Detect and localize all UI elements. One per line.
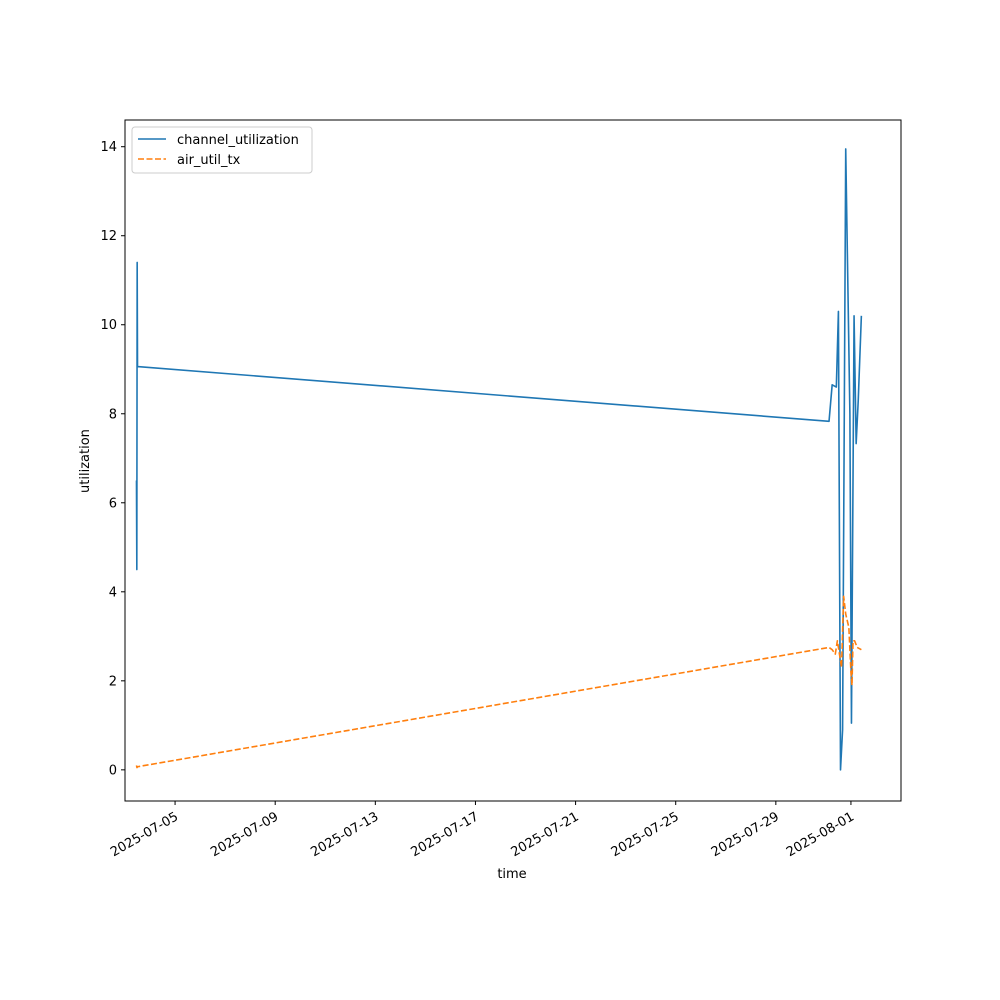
- x-axis: 2025-07-05 2025-07-09 2025-07-13 2025-07-17…: [108, 801, 857, 860]
- x-tick-label: 2025-07-17: [409, 809, 482, 860]
- x-tick-label: 2025-07-21: [509, 809, 582, 860]
- legend-box: [131, 126, 313, 174]
- plot-frame: [124, 119, 902, 802]
- y-tick-label: 8: [109, 407, 117, 422]
- legend: channel_utilization air_util_tx: [131, 126, 313, 174]
- y-tick-label: 4: [109, 585, 117, 600]
- y-tick-label: 0: [109, 763, 117, 778]
- y-tick-label: 6: [109, 496, 117, 511]
- y-tick-label: 14: [100, 140, 117, 155]
- x-tick-label: 2025-07-13: [308, 809, 381, 860]
- y-axis-label: utilization: [78, 429, 93, 493]
- x-axis-label: time: [497, 867, 526, 882]
- y-tick-label: 2: [109, 674, 117, 689]
- y-tick-label: 12: [100, 229, 117, 244]
- x-tick-label: 2025-07-09: [208, 809, 281, 860]
- series-layer: [135, 148, 863, 771]
- series-line-air-util-tx: [135, 595, 862, 769]
- series-line-channel-utilization: [135, 148, 863, 771]
- y-axis: 0 2 4 6 8 10 12 14: [100, 140, 125, 778]
- legend-label-channel-utilization: channel_utilization: [177, 133, 299, 148]
- x-tick-label: 2025-07-29: [709, 809, 782, 860]
- x-tick-label: 2025-07-25: [609, 809, 682, 860]
- x-tick-label: 2025-08-01: [784, 809, 857, 860]
- y-tick-label: 10: [100, 318, 117, 333]
- legend-label-air-util-tx: air_util_tx: [177, 153, 241, 168]
- x-tick-label: 2025-07-05: [108, 809, 181, 860]
